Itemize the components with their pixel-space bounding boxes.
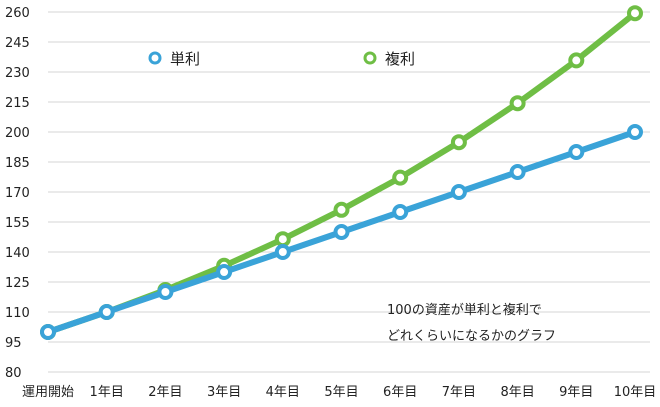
y-tick-label: 140: [5, 246, 30, 261]
series-line: [45, 10, 638, 335]
data-point: [333, 201, 350, 218]
y-tick-label: 200: [5, 126, 30, 141]
y-tick-label: 170: [5, 186, 30, 201]
data-point: [627, 5, 643, 22]
y-tick-label: 245: [5, 36, 30, 51]
legend-marker-compound: [363, 51, 377, 65]
y-axis-ticks: 80 95 110 125 140 155 170 185 200 215 230 245 260: [5, 6, 30, 381]
x-tick-label: 10年目: [614, 385, 657, 400]
data-point: [392, 169, 409, 186]
y-tick-label: 260: [5, 6, 30, 21]
x-tick-label: 9年目: [559, 385, 593, 400]
legend-item-compound: 複利: [363, 50, 415, 68]
data-point: [627, 124, 643, 140]
y-tick-label: 230: [5, 66, 30, 81]
data-point: [274, 231, 291, 248]
legend-label-simple: 単利: [170, 50, 200, 68]
x-tick-label: 7年目: [442, 385, 476, 400]
x-tick-label: 5年目: [324, 385, 358, 400]
x-tick-label: 2年目: [148, 385, 182, 400]
y-tick-label: 185: [5, 156, 30, 171]
y-tick-label: 215: [5, 96, 30, 111]
data-point: [333, 224, 350, 240]
data-point: [450, 134, 467, 151]
y-tick-label: 80: [5, 366, 22, 381]
annotation-line-2: どれくらいになるかのグラフ: [387, 329, 556, 344]
x-tick-label: 3年目: [207, 385, 241, 400]
data-point: [98, 304, 115, 320]
y-tick-label: 95: [5, 336, 22, 351]
y-tick-label: 155: [5, 216, 30, 231]
data-point: [216, 264, 233, 280]
x-tick-label: 1年目: [90, 385, 124, 400]
legend-marker-simple: [148, 51, 162, 65]
legend-item-simple: 単利: [148, 50, 200, 68]
data-point: [450, 184, 467, 200]
data-point: [568, 52, 585, 69]
legend-label-compound: 複利: [385, 50, 415, 68]
x-tick-label: 6年目: [383, 385, 417, 400]
x-axis-ticks: 運用開始 1年目 2年目 3年目 4年目 5年目 6年目 7年目 8年目 9年目 10年目: [22, 385, 656, 400]
legend: 単利 複利: [148, 50, 415, 68]
data-point: [274, 244, 291, 260]
grid-lines: [48, 11, 650, 373]
data-point: [509, 95, 526, 112]
annotation-line-1: 100の資産が単利と複利で: [387, 302, 542, 318]
data-point: [392, 204, 409, 220]
data-point: [40, 324, 56, 340]
y-tick-label: 125: [5, 276, 30, 291]
x-tick-label: 運用開始: [22, 385, 74, 400]
series-group: [40, 5, 643, 340]
x-tick-label: 8年目: [500, 385, 534, 400]
annotation: 100の資産が単利と複利で どれくらいになるかのグラフ: [387, 302, 556, 344]
data-point: [509, 164, 526, 180]
x-tick-label: 4年目: [266, 385, 300, 400]
y-tick-label: 110: [5, 306, 30, 321]
data-point: [157, 284, 174, 300]
data-point: [568, 144, 585, 160]
